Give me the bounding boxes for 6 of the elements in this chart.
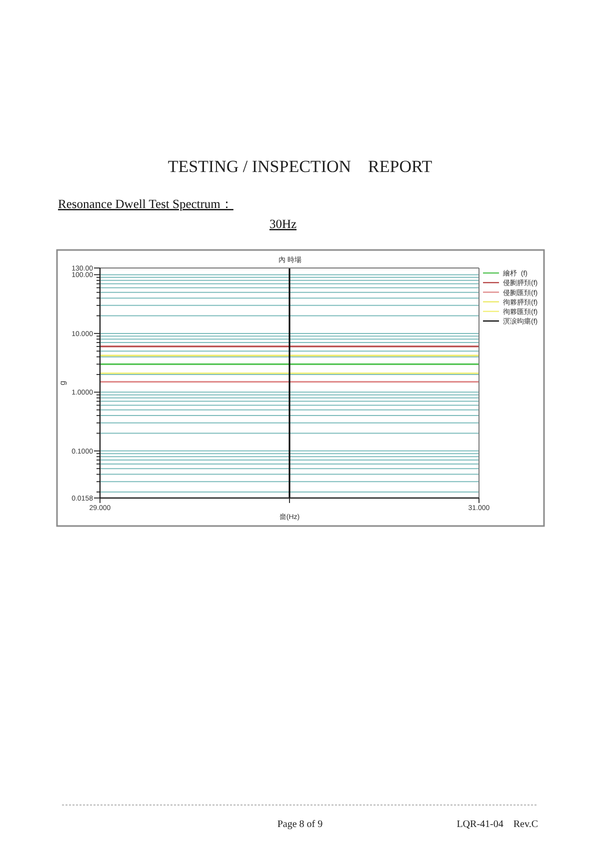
text: Page 8 of 9	[277, 819, 323, 830]
text: 30Hz	[269, 217, 297, 231]
chart-subtitle: Resonance Dwell Test Spectrum：	[58, 197, 234, 211]
text: LQR-41-04 Rev.C	[456, 819, 538, 830]
chart-title: TESTING / INSPECTION REPORT	[168, 157, 433, 176]
y-axis-title: g	[58, 380, 67, 386]
